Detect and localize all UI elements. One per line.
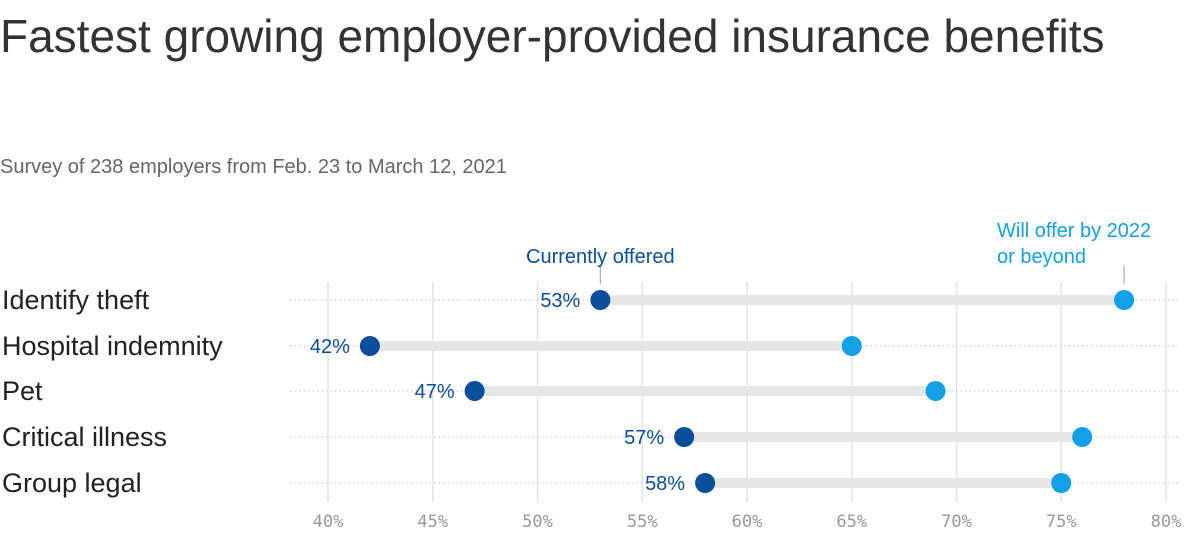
x-tick-label: 50% xyxy=(522,512,553,532)
current-legend-label: Currently offered xyxy=(526,246,675,268)
category-label: Pet xyxy=(2,376,43,406)
category-label: Hospital indemnity xyxy=(2,331,223,361)
category-label: Group legal xyxy=(2,468,142,498)
chart-title: Fastest growing employer-provided insura… xyxy=(0,10,1105,62)
current-value-label: 58% xyxy=(645,473,685,495)
future-point xyxy=(925,381,946,401)
current-value-label: 53% xyxy=(540,290,580,312)
current-value-label: 47% xyxy=(415,381,455,403)
future-legend-label-line1: Will offer by 2022 xyxy=(997,220,1151,242)
current-point xyxy=(590,290,611,310)
future-point xyxy=(1072,427,1093,447)
current-value-label: 57% xyxy=(624,427,664,449)
x-tick-label: 75% xyxy=(1046,512,1077,532)
category-label: Critical illness xyxy=(2,422,167,452)
current-value-label: 42% xyxy=(310,336,350,358)
future-point xyxy=(841,336,862,356)
x-tick-label: 60% xyxy=(732,512,763,532)
future-legend-label-line2: or beyond xyxy=(997,246,1086,268)
x-tick-label: 40% xyxy=(313,512,344,532)
chart-subtitle: Survey of 238 employers from Feb. 23 to … xyxy=(0,156,507,178)
current-point xyxy=(674,427,695,447)
x-tick-label: 45% xyxy=(417,512,448,532)
future-point xyxy=(1114,290,1135,310)
x-tick-label: 65% xyxy=(836,512,867,532)
x-tick-label: 70% xyxy=(941,512,972,532)
x-tick-label: 80% xyxy=(1151,512,1182,532)
current-point xyxy=(464,381,485,401)
current-point xyxy=(695,473,716,493)
current-point xyxy=(359,336,380,356)
x-tick-label: 55% xyxy=(627,512,658,532)
future-point xyxy=(1051,473,1072,493)
category-label: Identify theft xyxy=(2,285,150,315)
